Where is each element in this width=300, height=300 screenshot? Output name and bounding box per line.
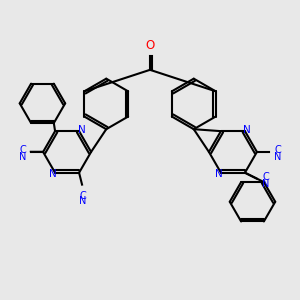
- Text: N: N: [79, 196, 87, 206]
- Text: N: N: [215, 169, 222, 179]
- Text: C: C: [80, 190, 86, 201]
- Text: C: C: [274, 146, 281, 155]
- Text: N: N: [243, 125, 251, 135]
- Text: O: O: [146, 39, 154, 52]
- Text: N: N: [78, 125, 85, 135]
- Text: N: N: [49, 169, 57, 179]
- Text: N: N: [262, 179, 270, 189]
- Text: N: N: [274, 152, 282, 162]
- Text: C: C: [20, 146, 26, 155]
- Text: C: C: [262, 172, 269, 182]
- Text: N: N: [19, 152, 26, 162]
